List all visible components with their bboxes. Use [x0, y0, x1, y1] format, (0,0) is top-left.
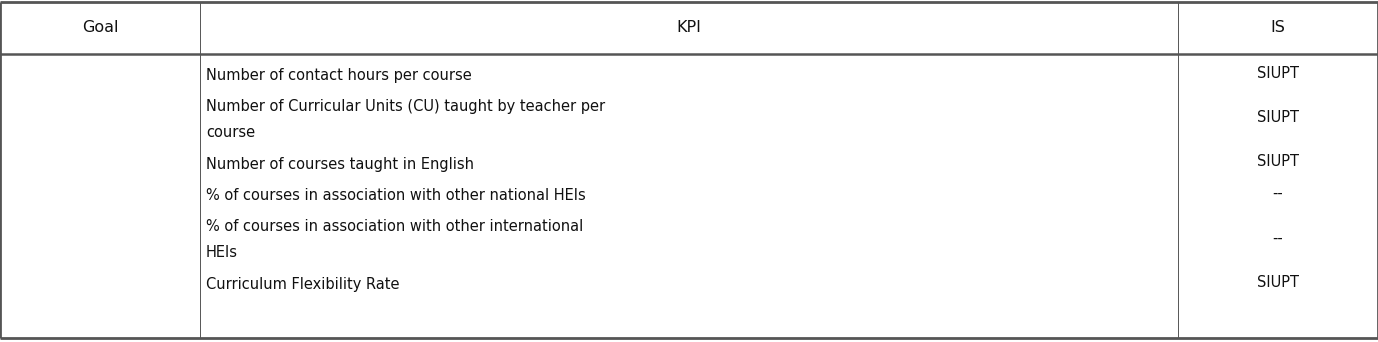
Text: % of courses in association with other international: % of courses in association with other i… [205, 219, 583, 234]
Text: Curriculum Flexibility Rate: Curriculum Flexibility Rate [205, 277, 400, 292]
Text: Number of Curricular Units (CU) taught by teacher per: Number of Curricular Units (CU) taught b… [205, 99, 605, 114]
Text: Number of courses taught in English: Number of courses taught in English [205, 157, 474, 171]
Text: Goal: Goal [81, 21, 119, 36]
Text: HEIs: HEIs [205, 246, 238, 260]
Text: SIUPT: SIUPT [1257, 275, 1299, 290]
Text: SIUPT: SIUPT [1257, 66, 1299, 81]
Text: Number of contact hours per course: Number of contact hours per course [205, 68, 471, 82]
Text: course: course [205, 125, 255, 140]
Text: IS: IS [1271, 21, 1286, 36]
Text: SIUPT: SIUPT [1257, 110, 1299, 125]
Text: --: -- [1273, 231, 1283, 245]
Text: % of courses in association with other national HEIs: % of courses in association with other n… [205, 188, 586, 203]
Text: SIUPT: SIUPT [1257, 155, 1299, 170]
Text: KPI: KPI [677, 21, 701, 36]
Text: --: -- [1273, 186, 1283, 201]
